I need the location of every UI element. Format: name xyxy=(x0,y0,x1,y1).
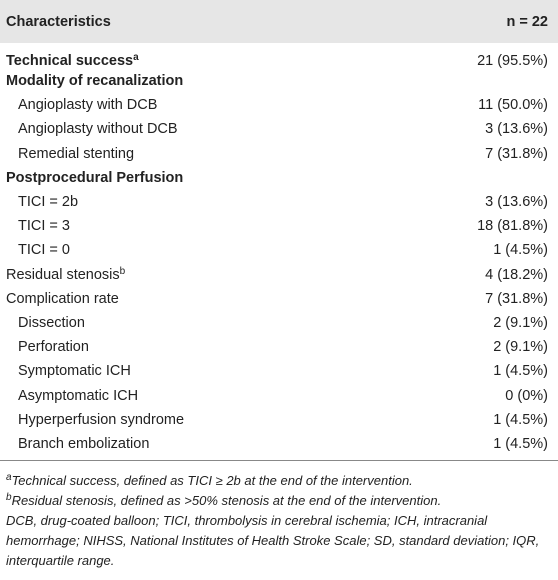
footnote-text: DCB, drug-coated balloon; TICI, thrombol… xyxy=(6,513,540,568)
row-value: 18 (81.8%) xyxy=(477,218,548,235)
header-cell: n = 22 xyxy=(506,13,548,30)
row-label: Symptomatic ICH xyxy=(18,363,131,380)
row-value: 0 (0%) xyxy=(505,387,548,404)
row: Postprocedural Perfusion xyxy=(0,166,558,190)
row: Asymptomatic ICH 0 (0%) xyxy=(0,383,558,407)
row-label: Remedial stenting xyxy=(18,145,135,162)
row-value: 1 (4.5%) xyxy=(493,363,548,380)
row: Modality of recanalization xyxy=(0,69,558,93)
footnote: aTechnical success, defined as TICI ≥ 2b… xyxy=(6,471,552,491)
row: Angioplasty without DCB 3 (13.6%) xyxy=(0,117,558,141)
section-label: Modality of recanalization xyxy=(6,73,184,90)
row: Hyperperfusion syndrome 1 (4.5%) xyxy=(0,408,558,432)
row-label: Residual stenosisb xyxy=(0,263,383,287)
row-value: 4 (18.2%) xyxy=(485,266,548,283)
row-value: 2 (9.1%) xyxy=(493,314,548,331)
row: Angioplasty with DCB 11 (50.0%) xyxy=(0,93,558,117)
header-cell: Characteristics xyxy=(6,13,111,30)
row: TICI = 3 18 (81.8%) xyxy=(0,214,558,238)
footnote-text: Residual stenosis, defined as >50% steno… xyxy=(11,493,442,508)
row: Remedial stenting 7 (31.8%) xyxy=(0,142,558,166)
row-label: TICI = 2b xyxy=(18,194,79,211)
row-value: 3 (13.6%) xyxy=(485,121,548,138)
row-label: Hyperperfusion syndrome xyxy=(18,411,185,428)
row: Technical successa 21 (95.5%) xyxy=(0,43,558,70)
table-body: Technical successa 21 (95.5%) Modality of… xyxy=(0,43,558,456)
row: Perforation 2 (9.1%) xyxy=(0,335,558,359)
row-value: 7 (31.8%) xyxy=(485,145,548,162)
footnote-text: Technical success, defined as TICI ≥ 2b … xyxy=(11,473,413,488)
row-label: Perforation xyxy=(18,339,89,356)
row: TICI = 2b 3 (13.6%) xyxy=(0,190,558,214)
section-label: Postprocedural Perfusion xyxy=(6,169,184,186)
row-value: 11 (50.0%) xyxy=(478,97,548,114)
footnote: bResidual stenosis, defined as >50% sten… xyxy=(6,491,552,511)
row-value: 1 (4.5%) xyxy=(493,411,548,428)
row-value: 7 (31.8%) xyxy=(485,290,548,307)
row-value: 3 (13.6%) xyxy=(485,194,548,211)
row: Branch embolization 1 (4.5%) xyxy=(0,432,558,456)
row: Complication rate 7 (31.8%) xyxy=(0,287,558,311)
table: Characteristics n = 22 Technical success… xyxy=(0,0,558,456)
row-label: Dissection xyxy=(18,314,85,331)
row-label: Complication rate xyxy=(6,290,119,307)
row: Symptomatic ICH 1 (4.5%) xyxy=(0,359,558,383)
header-row: Characteristics n = 22 xyxy=(0,0,558,43)
label-text: Technical success xyxy=(6,53,134,69)
row: Residual stenosisb 4 (18.2%) xyxy=(0,263,558,287)
row-value: 21 (95.5%) xyxy=(477,53,548,69)
row-label: Branch embolization xyxy=(18,435,150,452)
row-value: 2 (9.1%) xyxy=(493,339,548,356)
row-label: Angioplasty with DCB xyxy=(18,97,158,114)
footnote-mark: b xyxy=(119,265,126,277)
footnote: DCB, drug-coated balloon; TICI, thrombol… xyxy=(6,511,552,571)
row-value: 1 (4.5%) xyxy=(493,435,548,452)
footnote-mark: b xyxy=(6,492,12,503)
row: TICI = 0 1 (4.5%) xyxy=(0,238,558,262)
row-label: TICI = 0 xyxy=(18,242,70,259)
label-text: Residual stenosis xyxy=(6,266,120,283)
footnote-mark: a xyxy=(133,52,139,63)
footnote-mark: a xyxy=(6,472,12,483)
row-label: Angioplasty without DCB xyxy=(18,121,178,138)
row: Dissection 2 (9.1%) xyxy=(0,311,558,335)
row-label: Technical successa xyxy=(0,43,383,70)
row-label: Asymptomatic ICH xyxy=(18,387,139,404)
footnotes: aTechnical success, defined as TICI ≥ 2b… xyxy=(0,460,558,571)
row-label: TICI = 3 xyxy=(18,218,70,235)
row-value: 1 (4.5%) xyxy=(493,242,548,259)
